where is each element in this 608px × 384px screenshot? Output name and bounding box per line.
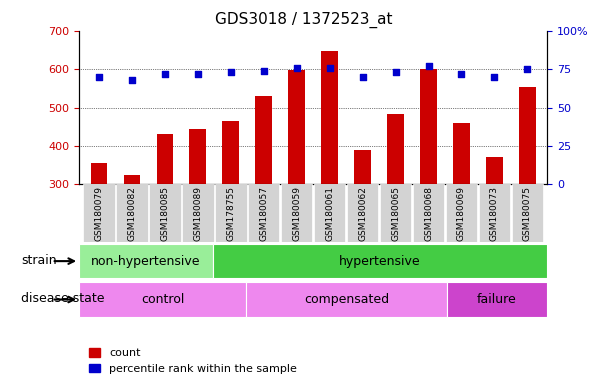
Text: compensated: compensated (304, 293, 389, 306)
FancyBboxPatch shape (281, 184, 313, 242)
Point (127, 77, 137, 83)
Bar (255, 96, 272, 184)
Text: GSM180075: GSM180075 (523, 185, 532, 241)
FancyBboxPatch shape (79, 244, 213, 278)
FancyBboxPatch shape (347, 184, 378, 242)
Text: GSM180073: GSM180073 (490, 185, 499, 241)
Text: GSM180057: GSM180057 (259, 185, 268, 241)
FancyBboxPatch shape (380, 184, 412, 242)
Text: strain: strain (21, 254, 57, 267)
Text: GSM180082: GSM180082 (127, 186, 136, 240)
Bar (420, 69, 437, 184)
Text: GSM180069: GSM180069 (457, 185, 466, 241)
Point (424, 63, 434, 69)
Text: GSM180061: GSM180061 (325, 185, 334, 241)
Point (193, 71, 202, 77)
FancyBboxPatch shape (213, 244, 547, 278)
FancyBboxPatch shape (478, 184, 510, 242)
Text: non-hypertensive: non-hypertensive (91, 255, 201, 268)
FancyBboxPatch shape (182, 184, 213, 242)
Text: GSM180059: GSM180059 (292, 185, 301, 241)
FancyBboxPatch shape (246, 282, 447, 317)
FancyBboxPatch shape (314, 184, 345, 242)
Point (457, 71, 466, 77)
Text: GDS3018 / 1372523_at: GDS3018 / 1372523_at (215, 12, 393, 28)
Bar (354, 150, 371, 184)
FancyBboxPatch shape (511, 184, 543, 242)
FancyBboxPatch shape (116, 184, 148, 242)
FancyBboxPatch shape (248, 184, 280, 242)
Bar (190, 129, 206, 184)
Bar (123, 175, 140, 184)
Legend: count, percentile rank within the sample: count, percentile rank within the sample (85, 344, 302, 379)
Point (325, 65, 334, 71)
Point (160, 71, 170, 77)
FancyBboxPatch shape (215, 184, 246, 242)
Bar (223, 121, 239, 184)
Text: GSM180085: GSM180085 (161, 185, 169, 241)
FancyBboxPatch shape (149, 184, 181, 242)
Point (259, 68, 269, 74)
Point (522, 66, 532, 72)
Point (226, 69, 235, 75)
Text: GSM180068: GSM180068 (424, 185, 433, 241)
FancyBboxPatch shape (447, 282, 547, 317)
FancyBboxPatch shape (413, 184, 444, 242)
Point (358, 74, 367, 80)
Bar (486, 157, 503, 184)
Point (391, 69, 401, 75)
Bar (519, 87, 536, 184)
Text: failure: failure (477, 293, 517, 306)
Bar (288, 70, 305, 184)
Text: GSM180062: GSM180062 (358, 186, 367, 240)
Text: GSM180089: GSM180089 (193, 185, 202, 241)
Bar (91, 163, 107, 184)
Text: GSM180065: GSM180065 (391, 185, 400, 241)
Point (292, 65, 302, 71)
Text: hypertensive: hypertensive (339, 255, 421, 268)
Bar (322, 51, 338, 184)
FancyBboxPatch shape (446, 184, 477, 242)
Point (489, 74, 499, 80)
Point (94, 74, 104, 80)
Text: disease state: disease state (21, 292, 105, 305)
Text: GSM180079: GSM180079 (94, 185, 103, 241)
FancyBboxPatch shape (83, 184, 115, 242)
Bar (387, 114, 404, 184)
Text: control: control (141, 293, 184, 306)
Bar (453, 123, 470, 184)
Text: GSM178755: GSM178755 (226, 185, 235, 241)
Bar (156, 134, 173, 184)
FancyBboxPatch shape (79, 282, 246, 317)
